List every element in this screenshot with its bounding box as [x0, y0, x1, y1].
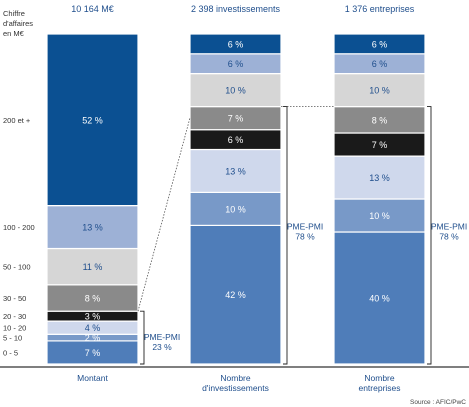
- bar-headers: 10 164 M€ 2 398 investissements 1 376 entr…: [71, 4, 415, 14]
- x-category-labels: Montant Nombred'investissementsNombreentr…: [77, 373, 400, 393]
- data-label: 7 %: [372, 140, 388, 150]
- bar-segment-5-10: [189, 191, 282, 226]
- bars: 7 % 2 %4 %3 % 8 % 11 % 13 % 52 % 42 % 10 % 13 % 6…: [46, 33, 426, 365]
- y-tick-label: 30 - 50: [3, 294, 26, 303]
- y-axis-title-line: en M€: [3, 29, 25, 38]
- data-label: 52 %: [82, 115, 103, 125]
- bar-segment-200etplus: [46, 33, 139, 207]
- y-tick-label: 20 - 30: [3, 312, 26, 321]
- y-tick-label: 5 - 10: [3, 334, 22, 343]
- bar-segment-50-100: [46, 247, 139, 286]
- category-label: Nombre: [364, 373, 395, 383]
- data-label: 13 %: [225, 166, 246, 176]
- connector-line: [137, 117, 191, 312]
- data-label: 11 %: [83, 262, 103, 272]
- data-label: 4 %: [85, 323, 101, 333]
- category-label: Montant: [77, 373, 108, 383]
- y-tick-label: 50 - 100: [3, 263, 31, 272]
- pme-annotation: 23 %: [152, 342, 172, 352]
- data-label: 13 %: [369, 173, 390, 183]
- bar-segment-200etplus: [333, 33, 426, 55]
- bar-header: 2 398 investissements: [191, 4, 281, 14]
- data-label: 40 %: [369, 294, 390, 304]
- category-label: Nombre: [220, 373, 251, 383]
- bar-segment-200etplus: [189, 33, 282, 55]
- data-label: 10 %: [225, 204, 246, 214]
- data-label: 42 %: [225, 290, 246, 300]
- data-label: 10 %: [225, 86, 246, 96]
- bar-segment-30-50: [333, 105, 426, 134]
- data-label: 6 %: [372, 59, 388, 69]
- bar-segment-10-20: [333, 155, 426, 200]
- bar-segment-10-20: [189, 148, 282, 194]
- connector-lines: [137, 106, 334, 312]
- data-label: 6 %: [228, 135, 244, 145]
- source-note: Source : AFIC/PwC: [410, 399, 466, 406]
- data-label: 8 %: [372, 115, 388, 125]
- pme-annotation: PME-PMI: [431, 221, 467, 231]
- data-label: 10 %: [369, 86, 390, 96]
- pme-annotation: PME-PMI: [144, 332, 180, 342]
- y-axis-title-line: Chiffre: [3, 9, 25, 18]
- y-tick-label: 100 - 200: [3, 223, 35, 232]
- data-label: 7 %: [228, 114, 244, 124]
- bar-header: 10 164 M€: [71, 4, 114, 14]
- data-label: 8 %: [85, 294, 101, 304]
- pme-annotation: 78 %: [295, 231, 315, 241]
- data-label: 13 %: [82, 223, 103, 233]
- category-label: d'investissements: [202, 383, 269, 393]
- y-tick-label: 200 et +: [3, 116, 31, 125]
- category-label: entreprises: [358, 383, 400, 393]
- y-axis-title-line: d'affaires: [3, 19, 33, 28]
- bar-segment-0-5: [189, 224, 282, 365]
- pme-annotation: 78 %: [439, 231, 459, 241]
- data-label: 6 %: [228, 59, 244, 69]
- data-label: 10 %: [369, 211, 390, 221]
- bar-header: 1 376 entreprises: [345, 4, 415, 14]
- data-label: 7 %: [85, 348, 101, 358]
- pme-bracket: [140, 310, 145, 365]
- bar-segment-50-100: [333, 72, 426, 108]
- bar-segment-100-200: [46, 205, 139, 250]
- data-label: 3 %: [85, 312, 101, 322]
- pme-bracket: [283, 106, 288, 365]
- data-label: 2 %: [85, 333, 101, 343]
- y-tick-label: 0 - 5: [3, 348, 18, 357]
- bar-segment-5-10: [333, 198, 426, 233]
- pme-bracket: [427, 106, 432, 365]
- y-tick-label: 10 - 20: [3, 324, 26, 333]
- bar-segment-50-100: [189, 72, 282, 108]
- pme-annotation: PME-PMI: [287, 221, 323, 231]
- data-label: 6 %: [372, 39, 388, 49]
- data-label: 6 %: [228, 39, 244, 49]
